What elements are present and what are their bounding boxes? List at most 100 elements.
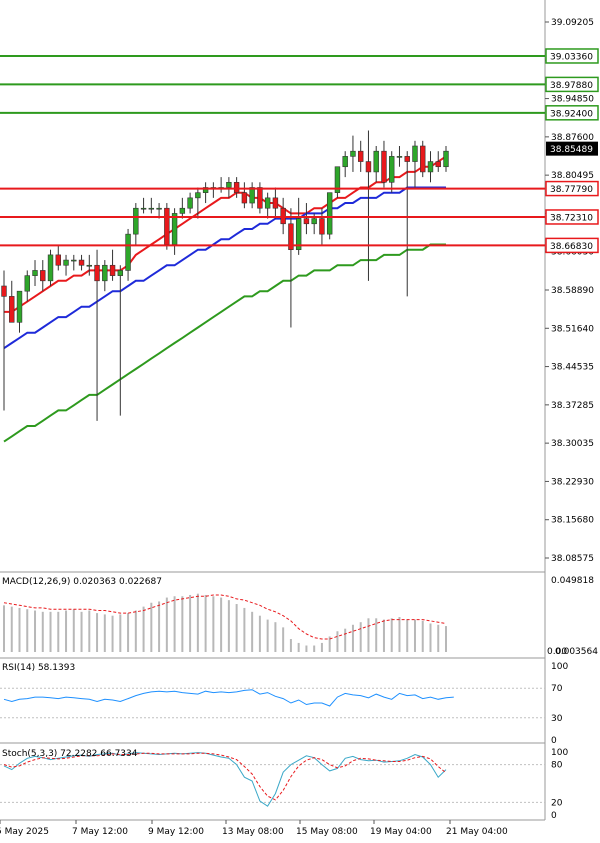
stoch-tick-label: 0 — [551, 811, 557, 821]
moving-average-line — [3, 186, 446, 350]
price-tick-label: 38.15680 — [551, 516, 594, 526]
candle-bullish — [125, 233, 131, 271]
candle-bullish — [342, 156, 348, 168]
candle-bullish — [148, 207, 155, 210]
level-label-box — [545, 209, 599, 225]
candle-bullish — [63, 259, 69, 266]
level-label: 38.77790 — [550, 185, 593, 195]
candle-bullish — [427, 161, 434, 173]
x-tick-label: 15 May 08:00 — [296, 827, 358, 837]
stoch-k-line — [3, 752, 447, 807]
candle-bearish — [303, 218, 310, 225]
level-label-box — [545, 105, 599, 121]
candle-bearish — [9, 296, 15, 323]
rsi-tick-label: 0 — [551, 736, 557, 746]
candle-bullish — [117, 270, 124, 276]
candle-bullish — [311, 218, 317, 225]
candle-bullish — [71, 259, 77, 262]
candle-bearish — [420, 145, 426, 173]
price-tick-label: 38.58890 — [551, 286, 594, 296]
x-tick-label: 21 May 04:00 — [446, 827, 508, 837]
stoch-tick-label: 80 — [551, 761, 563, 771]
candle-bullish — [226, 181, 232, 188]
x-tick-label: 7 May 12:00 — [72, 827, 128, 837]
candle-bearish — [55, 254, 61, 266]
candle-bullish — [334, 166, 341, 193]
candle-bullish — [156, 207, 162, 210]
candle-bullish — [389, 156, 395, 183]
level-label-box — [545, 48, 599, 64]
x-tick-label: 5 May 2025 — [0, 827, 49, 837]
moving-average-line — [3, 243, 446, 443]
price-tick-label: 38.37285 — [551, 401, 594, 411]
rsi-label: RSI(14) 58.1393 — [2, 663, 75, 673]
x-tick-label: 13 May 08:00 — [222, 827, 284, 837]
stoch-label: Stoch(5,3,3) 72.2282 66.7334 — [2, 749, 138, 759]
candle-bullish — [202, 187, 209, 193]
candle-bullish — [47, 254, 54, 282]
candle-bullish — [133, 207, 139, 235]
candle-bearish — [365, 161, 372, 173]
candle-bearish — [109, 264, 116, 276]
candle-bullish — [249, 187, 255, 204]
moving-average-line — [4, 155, 447, 313]
macd-tick-label: 0.00 — [547, 647, 567, 657]
candle-bearish — [272, 197, 279, 209]
price-tick-label: 38.44535 — [551, 363, 594, 373]
candle-bearish — [94, 264, 100, 282]
candle-bullish — [396, 156, 403, 158]
rsi-tick-label: 70 — [551, 684, 563, 694]
candle-bearish — [233, 181, 240, 193]
candle-bullish — [443, 150, 449, 168]
rsi-tick-label: 100 — [551, 662, 568, 672]
level-label-box — [545, 76, 599, 93]
candle-bullish — [373, 150, 379, 173]
current-price-label: 38.85489 — [550, 145, 593, 155]
price-tick-label: 38.08575 — [551, 554, 594, 564]
price-tick-label: 38.22930 — [551, 477, 594, 487]
candle-bearish — [435, 161, 441, 168]
level-label: 38.66830 — [550, 242, 593, 252]
candle-bullish — [171, 213, 178, 245]
candle-bearish — [78, 259, 85, 266]
candle-bullish — [326, 192, 333, 235]
level-label: 38.92400 — [550, 109, 593, 119]
candle-bullish — [412, 145, 418, 162]
candle-bullish — [32, 270, 38, 276]
candle-bullish — [264, 197, 271, 209]
candle-bearish — [288, 223, 294, 251]
stoch-tick-label: 100 — [551, 748, 568, 758]
candle-bullish — [86, 264, 93, 267]
candle-bullish — [16, 290, 23, 323]
candle-bullish — [24, 275, 30, 292]
stoch-d-line — [3, 752, 447, 801]
candle-bearish — [164, 207, 170, 245]
candle-bullish — [295, 218, 302, 251]
candle-bullish — [350, 150, 356, 157]
price-tick-label: 39.09205 — [551, 18, 594, 28]
level-label: 38.97880 — [550, 81, 593, 91]
level-label-box — [545, 180, 599, 197]
stoch-tick-label: 20 — [551, 798, 563, 808]
candle-bullish — [140, 207, 147, 210]
candle-bullish — [195, 192, 201, 199]
macd-tick-label: 0.049818 — [551, 576, 594, 586]
level-label-box — [545, 237, 599, 254]
level-label: 38.72310 — [550, 213, 593, 223]
current-price-box — [546, 141, 598, 156]
x-tick-label: 9 May 12:00 — [148, 827, 204, 837]
price-tick-label: 38.87600 — [551, 133, 594, 143]
price-tick-label: 38.51640 — [551, 324, 594, 334]
macd-tick-label: 0.003564 — [555, 647, 598, 657]
candle-bearish — [381, 150, 387, 183]
price-tick-label: 38.30035 — [551, 439, 594, 449]
rsi-tick-label: 30 — [551, 714, 563, 724]
candle-bearish — [319, 218, 325, 235]
candle-bearish — [1, 285, 7, 297]
level-label: 39.03360 — [550, 52, 593, 62]
price-tick-label: 38.94850 — [551, 95, 594, 105]
candle-bullish — [187, 197, 193, 209]
